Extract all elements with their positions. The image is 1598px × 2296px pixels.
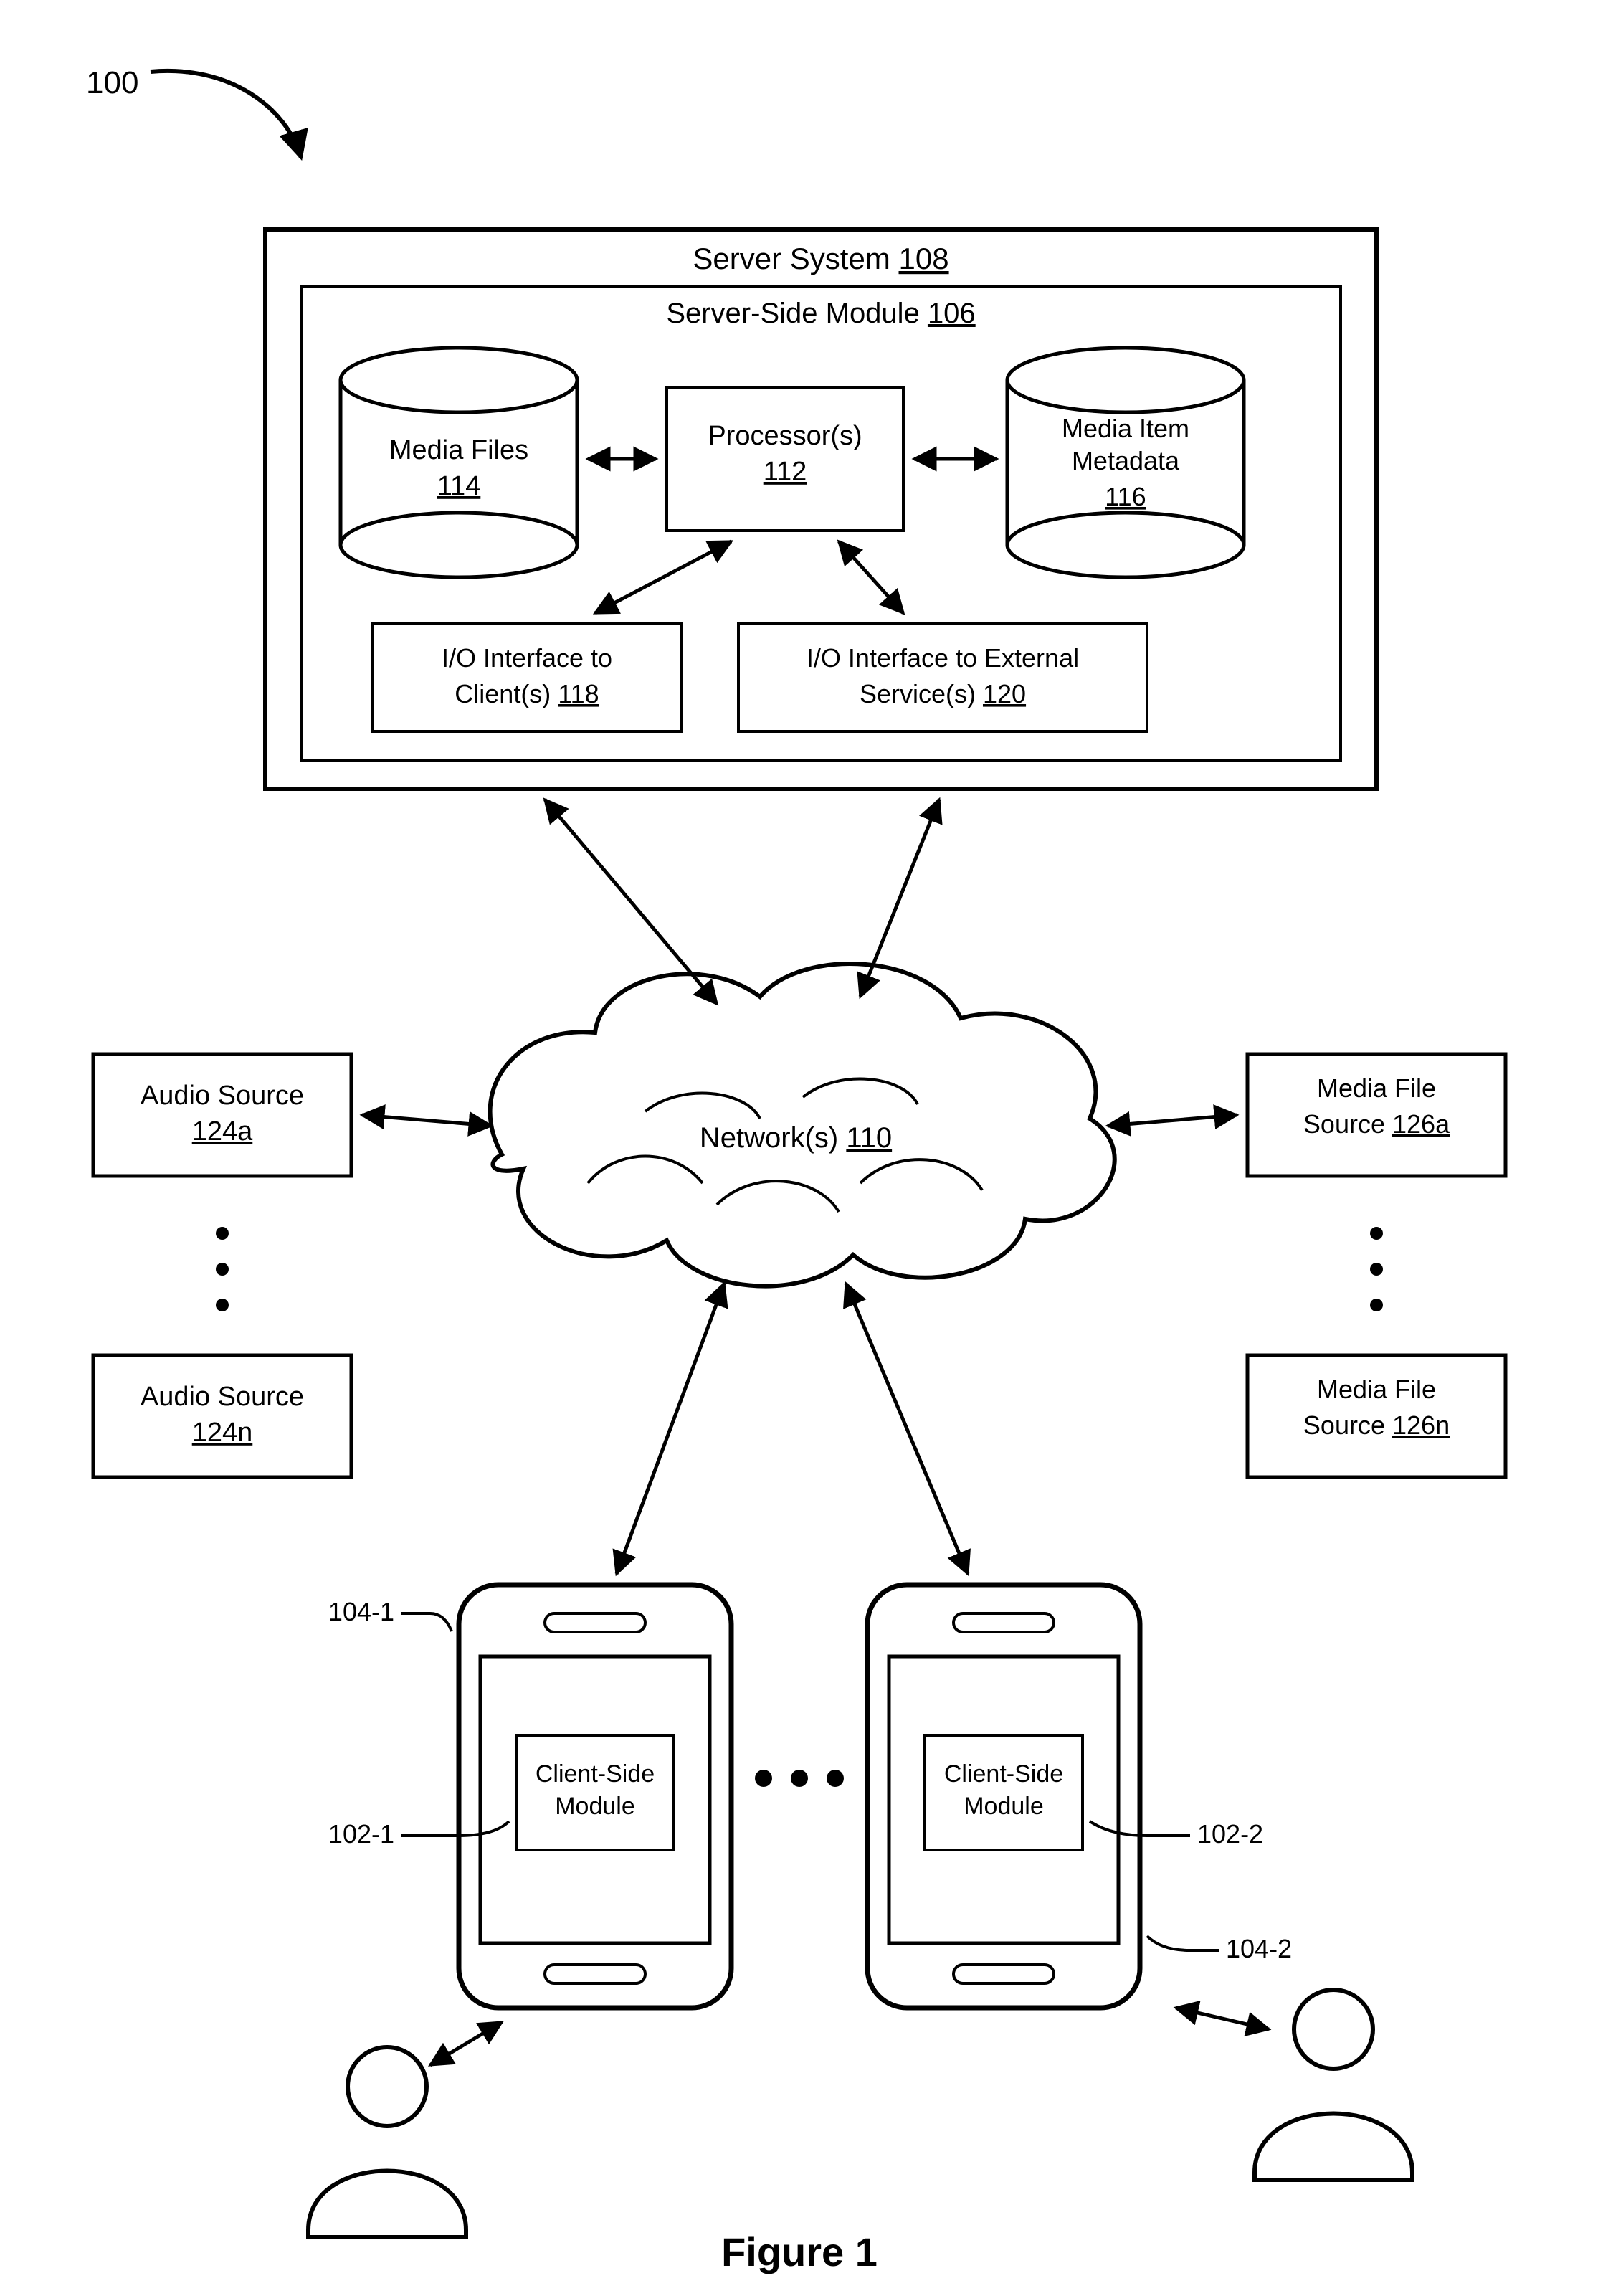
- arrow-user1-device1: [430, 2022, 502, 2065]
- audio-source-a-label: Audio Source: [141, 1081, 304, 1111]
- network-cloud: Network(s) 110: [490, 964, 1115, 1286]
- module1-ref: 102-1: [328, 1819, 394, 1849]
- audio-dots: [216, 1227, 229, 1240]
- svg-text:Media Item: Media Item: [1062, 414, 1189, 443]
- client-device-2: Client-Side Module: [867, 1585, 1140, 2008]
- figure-diagram: 100 Server System 108 Server-Side Module…: [0, 0, 1598, 2296]
- audio-source-n-label: Audio Source: [141, 1382, 304, 1412]
- io-clients-box: [373, 624, 681, 731]
- ref-arrow: [151, 71, 301, 158]
- io-external-box: [738, 624, 1147, 731]
- arrow-media-cloud: [1108, 1115, 1237, 1126]
- arrow-user2-device2: [1176, 2008, 1269, 2029]
- svg-text:Client-Side: Client-Side: [944, 1760, 1063, 1788]
- svg-text:114: 114: [437, 471, 481, 501]
- user-icon-1: [308, 2047, 466, 2237]
- arrow-cloud-device1: [617, 1284, 724, 1574]
- processors-ref: 112: [764, 457, 807, 487]
- server-module-title: Server-Side Module 106: [666, 298, 975, 329]
- leader-104-2: [1147, 1936, 1219, 1950]
- media-dots: [1370, 1227, 1383, 1240]
- client-dots: [827, 1770, 844, 1787]
- media-dots: [1370, 1299, 1383, 1311]
- figure-title: Figure 1: [721, 2229, 878, 2274]
- svg-text:Network(s) 110: Network(s) 110: [700, 1122, 892, 1154]
- arrow-cloud-device2: [846, 1284, 968, 1574]
- audio-dots: [216, 1299, 229, 1311]
- device1-ref: 104-1: [328, 1597, 394, 1626]
- media-source-a-l1: Media File: [1317, 1073, 1436, 1103]
- svg-text:Media Files: Media Files: [389, 435, 528, 465]
- svg-text:Module: Module: [964, 1793, 1044, 1820]
- svg-text:Module: Module: [555, 1793, 635, 1820]
- svg-text:Client-Side: Client-Side: [536, 1760, 655, 1788]
- svg-text:116: 116: [1105, 482, 1146, 511]
- audio-source-a-ref: 124a: [192, 1116, 253, 1147]
- client-dots: [755, 1770, 772, 1787]
- module2-ref: 102-2: [1197, 1819, 1263, 1849]
- client-device-1: Client-Side Module: [459, 1585, 731, 2008]
- figure-ref: 100: [86, 65, 138, 100]
- svg-text:Metadata: Metadata: [1072, 446, 1180, 475]
- client-dots: [791, 1770, 808, 1787]
- audio-source-n-box: [93, 1355, 351, 1477]
- io-clients-l1: I/O Interface to: [442, 643, 612, 673]
- media-source-n-l1: Media File: [1317, 1375, 1436, 1404]
- audio-source-n-ref: 124n: [192, 1418, 253, 1448]
- processors-label: Processor(s): [708, 421, 862, 451]
- server-system-title: Server System 108: [693, 242, 948, 275]
- io-external-l1: I/O Interface to External: [807, 643, 1079, 673]
- media-dots: [1370, 1263, 1383, 1276]
- audio-dots: [216, 1263, 229, 1276]
- io-external-l2: Service(s) 120: [860, 679, 1026, 708]
- user-icon-2: [1255, 1990, 1412, 2180]
- io-clients-l2: Client(s) 118: [455, 679, 599, 708]
- leader-104-1: [401, 1613, 452, 1631]
- device2-ref: 104-2: [1226, 1934, 1292, 1963]
- arrow-ioexternal-cloud: [860, 800, 939, 997]
- arrow-ioclients-cloud: [545, 800, 717, 1004]
- media-source-n-l2: Source 126n: [1303, 1410, 1450, 1440]
- media-source-a-l2: Source 126a: [1303, 1109, 1450, 1139]
- arrow-audio-cloud: [362, 1115, 491, 1126]
- audio-source-a-box: [93, 1054, 351, 1176]
